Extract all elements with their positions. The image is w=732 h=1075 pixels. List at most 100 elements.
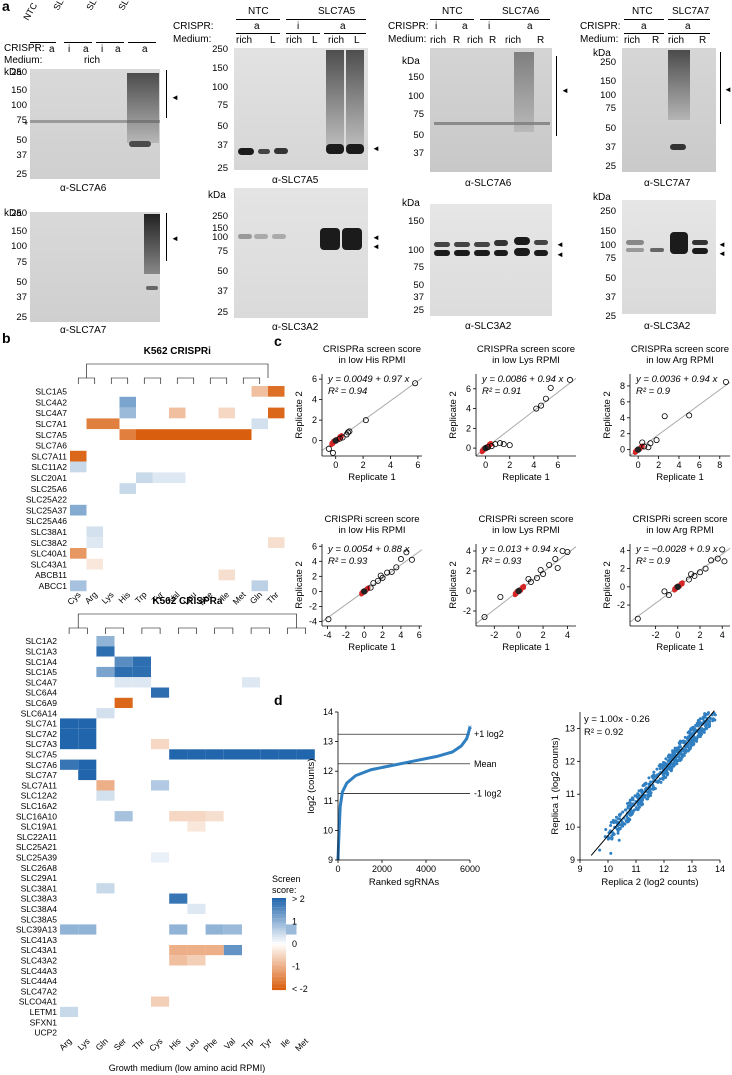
legend-gradient-step [272,946,286,949]
crispri-cell [218,569,235,581]
crispri-cell [185,461,202,473]
crispra-cell [96,800,115,812]
crispri-cell [268,450,285,462]
crispra-cell [96,718,115,729]
blot2-crispr-1: i [297,21,300,32]
x-tick-label: 4000 [416,864,436,874]
scatter-x-tick-label: 4 [388,460,393,470]
y-tick-label: 9 [570,855,575,865]
crispra-cell [187,934,206,945]
replica-point [658,777,662,781]
crispri-cell [218,418,235,430]
crispra-cell [278,914,297,925]
scatter-point [408,556,415,563]
crispri-row-label: SLC38A1 [31,527,68,537]
crispra-cell [296,800,315,812]
scatter-point-cluster-center [674,583,681,591]
crispra-cell [187,965,206,976]
replica-point [636,792,640,796]
replica-point [610,836,614,840]
legend-label: -1 [292,962,300,972]
crispra-cell [132,903,151,915]
crispra-row-label: SLC26A8 [21,863,58,873]
scatter-point [552,555,559,562]
crispri-cell [152,515,169,527]
crispri-cell [169,558,186,570]
legend-gradient-step [272,973,286,977]
crispra-cell [114,883,133,894]
scatter-x-tick-label: 2 [380,630,385,640]
crispra-cell [114,996,133,1007]
crispra-cell [169,759,188,770]
crispra-cell [114,718,133,729]
crispra-cell [114,677,133,688]
blot4-bottom-tick-100: 100 [600,240,616,251]
crispra-cell [278,883,297,894]
blot3-crispr-3: a [527,21,533,32]
replica-point [695,721,699,725]
scatter-point-cluster [521,583,527,589]
crispra-cell [296,965,315,976]
y-tick-label: 12 [565,756,575,766]
crispra-cell [296,646,315,657]
replica-point [688,729,692,733]
blot2-top-membrane [234,48,368,170]
crispra-cell [78,903,97,915]
crispri-cell [136,472,153,484]
replica-point [661,777,665,781]
crispra-cell [78,697,97,709]
crispra-cell [78,800,97,812]
y-tick-label: 13 [565,723,575,733]
crispri-cell [202,407,219,419]
crispra-row-label: SLC47A2 [21,986,58,996]
crispra-cell [260,986,279,997]
crispra-cell [296,821,315,832]
scatter-point [325,616,332,623]
y-tick-label: 12 [323,766,333,776]
replica-point [627,817,631,821]
blot1-top-caption: α-SLC7A6 [60,183,107,194]
crispri-cell [70,526,87,538]
crispri-row-label: SLC25A37 [26,505,67,515]
scatter-y-tick-label: -2 [617,600,625,610]
crispra-cell [78,986,97,997]
x-tick-label: 11 [631,864,640,874]
scatter-fit-line [629,381,731,456]
crispri-cell [103,386,120,397]
scatter-r2: R² = 0.93 [482,556,522,567]
crispra-cell [260,749,279,760]
crispra-cell [187,914,206,925]
crispra-cell [242,996,261,1007]
scatter-point [497,593,504,600]
blot2-bottom-tick-50: 50 [217,266,228,277]
crispra-cell [96,656,115,667]
crispra-cell [223,842,242,853]
crispri-cell [152,418,169,430]
replica-scatter-chart: 9 10 11 12 13 14 9 10 11 12 13 y = 1.00x - 0.26 R² =… [550,710,725,888]
crispra-cell [169,852,188,863]
scatter-point [393,564,400,571]
blot3-top-tick-37: 37 [413,148,424,159]
scatter-point [346,428,353,435]
crispra-cell [60,666,79,678]
scatter-y-tick-label: -2 [463,606,471,616]
crispra-cell [78,728,97,739]
replica-point [621,810,625,814]
blot4-bottom-arrow-1: ◄ [718,240,726,249]
crispri-cell [136,440,153,451]
crispri-cell [235,407,252,419]
crispra-cell [187,986,206,997]
crispri-cell [251,386,268,397]
crispri-cell [86,504,103,516]
crispra-cell [187,697,206,709]
scatter-point [397,556,404,563]
crispri-cell [268,515,285,527]
crispra-cell [296,759,315,770]
scatter-point [661,413,668,420]
scatter-y-tick-label: 4 [620,413,625,423]
crispra-cell [114,780,133,791]
crispri-cell [70,461,87,473]
crispra-cell [114,852,133,863]
blot1-kda: kDa [4,67,22,78]
crispri-cell [169,429,186,440]
